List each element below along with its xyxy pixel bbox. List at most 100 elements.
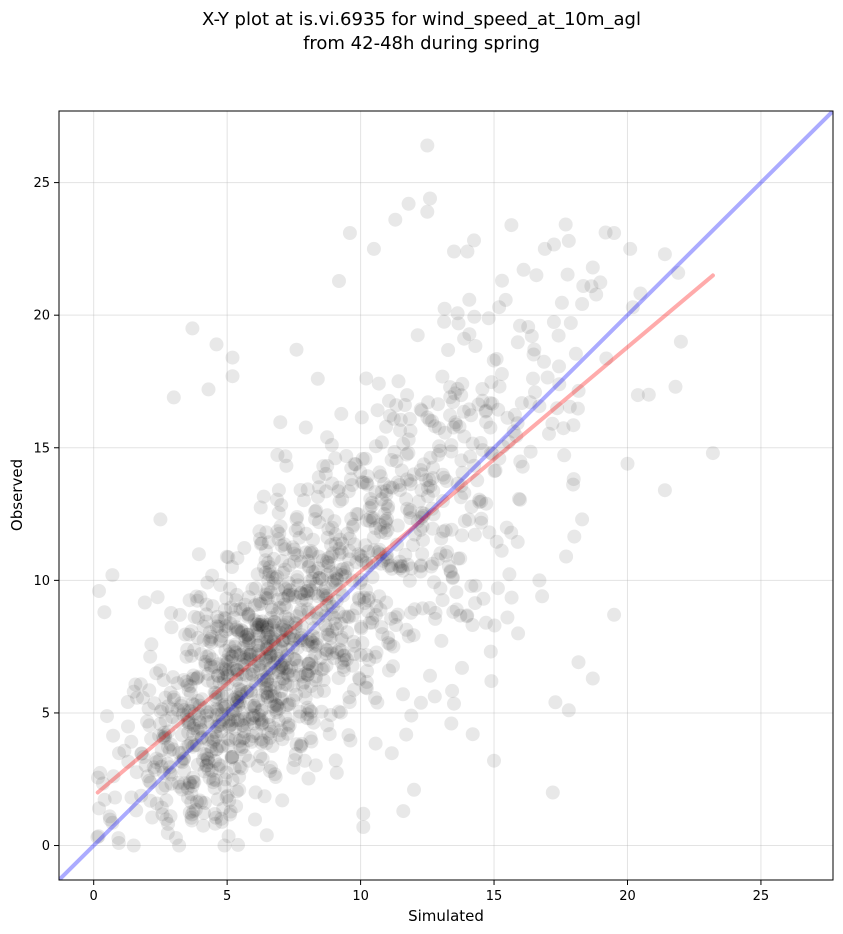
scatter-point <box>161 699 176 714</box>
scatter-point <box>296 493 311 508</box>
scatter-point <box>310 489 325 504</box>
scatter-point <box>214 759 228 774</box>
scatter-point <box>467 309 482 324</box>
scatter-point <box>623 241 638 256</box>
scatter-point <box>509 429 524 444</box>
scatter-point <box>379 547 394 562</box>
scatter-point <box>227 640 242 654</box>
scatter-point <box>237 541 252 555</box>
scatter-point <box>196 753 210 768</box>
scatter-point <box>365 570 380 585</box>
scatter-point <box>391 374 406 389</box>
scatter-point <box>277 537 292 552</box>
scatter-point <box>187 642 202 657</box>
scatter-point <box>270 492 284 507</box>
scatter-point <box>225 704 240 719</box>
scatter-point <box>297 753 312 768</box>
scatter-point <box>167 692 181 707</box>
scatter-point <box>353 648 368 663</box>
scatter-point <box>235 705 250 720</box>
scatter-point <box>212 634 227 649</box>
scatter-point <box>278 542 293 557</box>
scatter-point <box>279 458 294 473</box>
scatter-point <box>258 587 273 602</box>
scatter-point <box>461 512 476 527</box>
scatter-point <box>267 655 282 670</box>
scatter-point <box>414 558 428 573</box>
scatter-point <box>368 439 383 454</box>
scatter-point <box>259 685 274 700</box>
scatter-point <box>263 647 278 662</box>
scatter-point <box>365 615 380 630</box>
scatter-point <box>212 757 226 772</box>
scatter-point <box>314 603 329 618</box>
scatter-point <box>215 689 230 704</box>
scatter-point <box>136 690 150 705</box>
scatter-point <box>498 292 513 307</box>
scatter-point <box>182 593 197 608</box>
scatter-point <box>208 816 223 831</box>
scatter-point <box>425 501 440 516</box>
scatter-point <box>243 647 258 662</box>
scatter-point <box>272 701 287 716</box>
scatter-point <box>575 512 590 527</box>
scatter-point <box>379 419 394 434</box>
scatter-point <box>242 733 257 747</box>
scatter-point <box>287 652 301 666</box>
scatter-point <box>183 704 198 719</box>
scatter-point <box>149 751 164 766</box>
scatter-point <box>278 610 293 624</box>
scatter-point <box>440 545 454 559</box>
scatter-point <box>97 792 112 807</box>
scatter-point <box>159 793 174 808</box>
scatter-point <box>389 618 403 632</box>
scatter-point <box>389 454 404 469</box>
scatter-point <box>467 233 481 248</box>
scatter-point <box>293 738 308 753</box>
scatter-point <box>183 679 198 694</box>
scatter-point <box>472 492 487 507</box>
scatter-point <box>190 738 204 752</box>
scatter-point <box>134 746 149 761</box>
scatter-point <box>562 399 577 414</box>
scatter-point <box>500 610 515 625</box>
scatter-point <box>233 602 248 616</box>
scatter-point <box>404 561 419 576</box>
scatter-point <box>211 668 226 683</box>
scatter-point <box>546 315 561 329</box>
scatter-point <box>368 691 382 705</box>
scatter-point <box>273 415 288 430</box>
scatter-point <box>176 751 191 766</box>
scatter-point <box>427 419 442 434</box>
scatter-point <box>200 575 215 590</box>
scatter-point <box>90 830 105 845</box>
scatter-point <box>277 597 292 612</box>
scatter-point <box>256 489 271 504</box>
scatter-point <box>251 643 266 658</box>
scatter-point <box>438 548 453 563</box>
scatter-point <box>246 708 261 723</box>
scatter-point <box>512 491 526 506</box>
scatter-point <box>280 698 295 712</box>
scatter-point <box>382 393 396 408</box>
scatter-point <box>306 715 321 730</box>
scatter-point <box>273 626 288 640</box>
scatter-point <box>255 619 270 634</box>
scatter-point <box>161 740 175 755</box>
scatter-point <box>229 799 244 814</box>
scatter-point <box>571 655 586 670</box>
scatter-point <box>208 689 223 704</box>
scatter-point <box>273 691 288 706</box>
scatter-point <box>263 684 278 698</box>
scatter-point <box>427 689 442 704</box>
scatter-point <box>289 609 304 624</box>
scatter-point <box>234 623 249 637</box>
scatter-point <box>420 138 435 153</box>
scatter-point <box>249 623 263 638</box>
scatter-point <box>182 776 197 791</box>
scatter-point <box>208 724 223 739</box>
scatter-point <box>374 556 388 571</box>
scatter-point <box>301 560 316 574</box>
scatter-point <box>220 677 235 692</box>
scatter-point <box>570 401 585 416</box>
